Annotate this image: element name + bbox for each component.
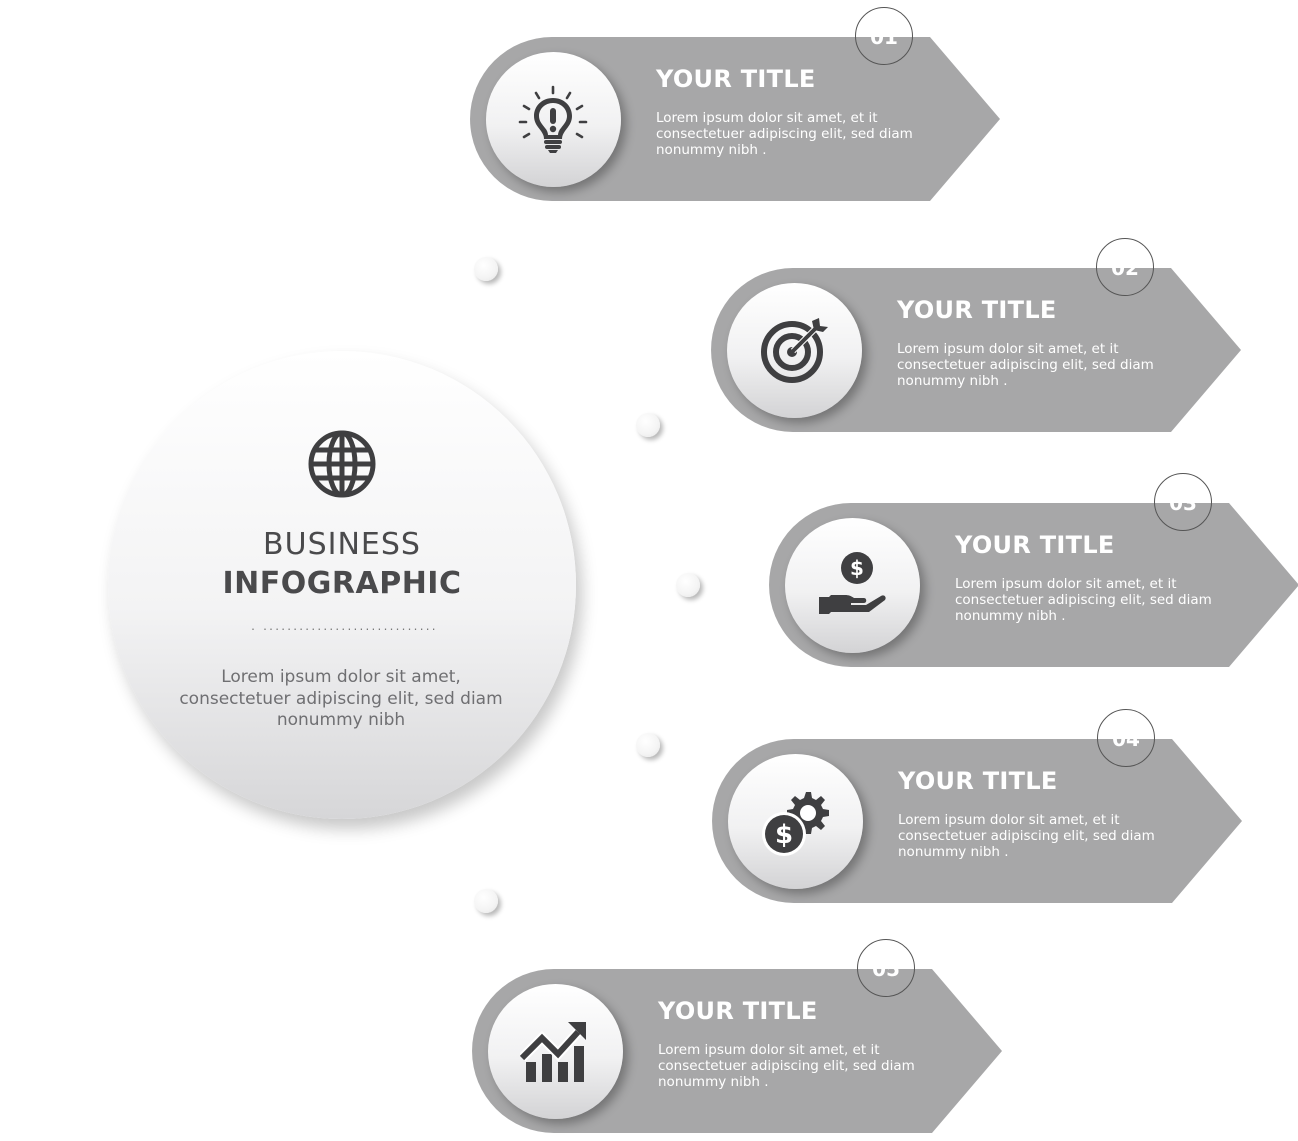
step-description: Lorem ipsum dolor sit amet, et it consec… [656,110,913,158]
step-title: YOUR TITLE [656,65,816,93]
hub-divider: . ......................................… [250,622,436,633]
step-4: 04 $ YOUR TITLE Lorem ipsum dolor sit amet,… [712,709,1242,903]
growth-chart-icon [520,1022,586,1082]
connector-dot-5 [474,889,498,913]
hub-circle [108,351,576,819]
dollar-gear-icon: $ [762,792,829,856]
target-icon [761,318,828,383]
step-title: YOUR TITLE [897,296,1057,324]
step-title: YOUR TITLE [898,767,1058,795]
connector-dot-1 [474,257,498,281]
step-2: 02 YOUR TITLE Lorem ipsum dolor sit amet, … [711,238,1241,432]
step-number: 05 [872,957,900,981]
money-hand-icon: $ [819,552,886,614]
step-number-badge: 04 [1097,709,1155,767]
step-3: 03 $ YOUR TITLE Lorem ipsum dolor sit amet,… [769,473,1298,667]
step-number: 01 [870,25,898,49]
connector-dot-4 [636,733,660,757]
step-number-badge: 05 [857,939,915,997]
hub-description: Lorem ipsum dolor sit amet, consectetuer… [179,667,503,730]
step-description: Lorem ipsum dolor sit amet, et it consec… [658,1042,915,1090]
step-number-badge: 03 [1154,473,1212,531]
step-number-badge: 02 [1096,238,1154,296]
step-1: 01 YOUR TITLE Lorem ipsum dolor sit amet, … [470,7,1000,201]
connector-dot-3 [676,573,700,597]
step-title: YOUR TITLE [658,997,818,1025]
connector-dot-2 [636,413,660,437]
step-description: Lorem ipsum dolor sit amet, et it consec… [955,576,1212,624]
step-number: 02 [1111,256,1139,280]
hub-title-line1: BUSINESS [263,527,421,562]
svg-text:$: $ [775,820,793,850]
step-number: 04 [1112,727,1140,751]
step-5: 05 YOUR TITLE Lorem ipsum dolor sit amet, … [472,939,1002,1133]
globe-icon [308,430,376,498]
step-title: YOUR TITLE [955,531,1115,559]
step-number: 03 [1169,491,1197,515]
hub-title-line2: INFOGRAPHIC [222,566,462,601]
lightbulb-icon [518,85,588,153]
step-number-badge: 01 [855,7,913,65]
step-description: Lorem ipsum dolor sit amet, et it consec… [898,812,1155,860]
step-description: Lorem ipsum dolor sit amet, et it consec… [897,341,1154,389]
step-icon-circle [785,518,920,653]
svg-text:$: $ [850,556,864,580]
